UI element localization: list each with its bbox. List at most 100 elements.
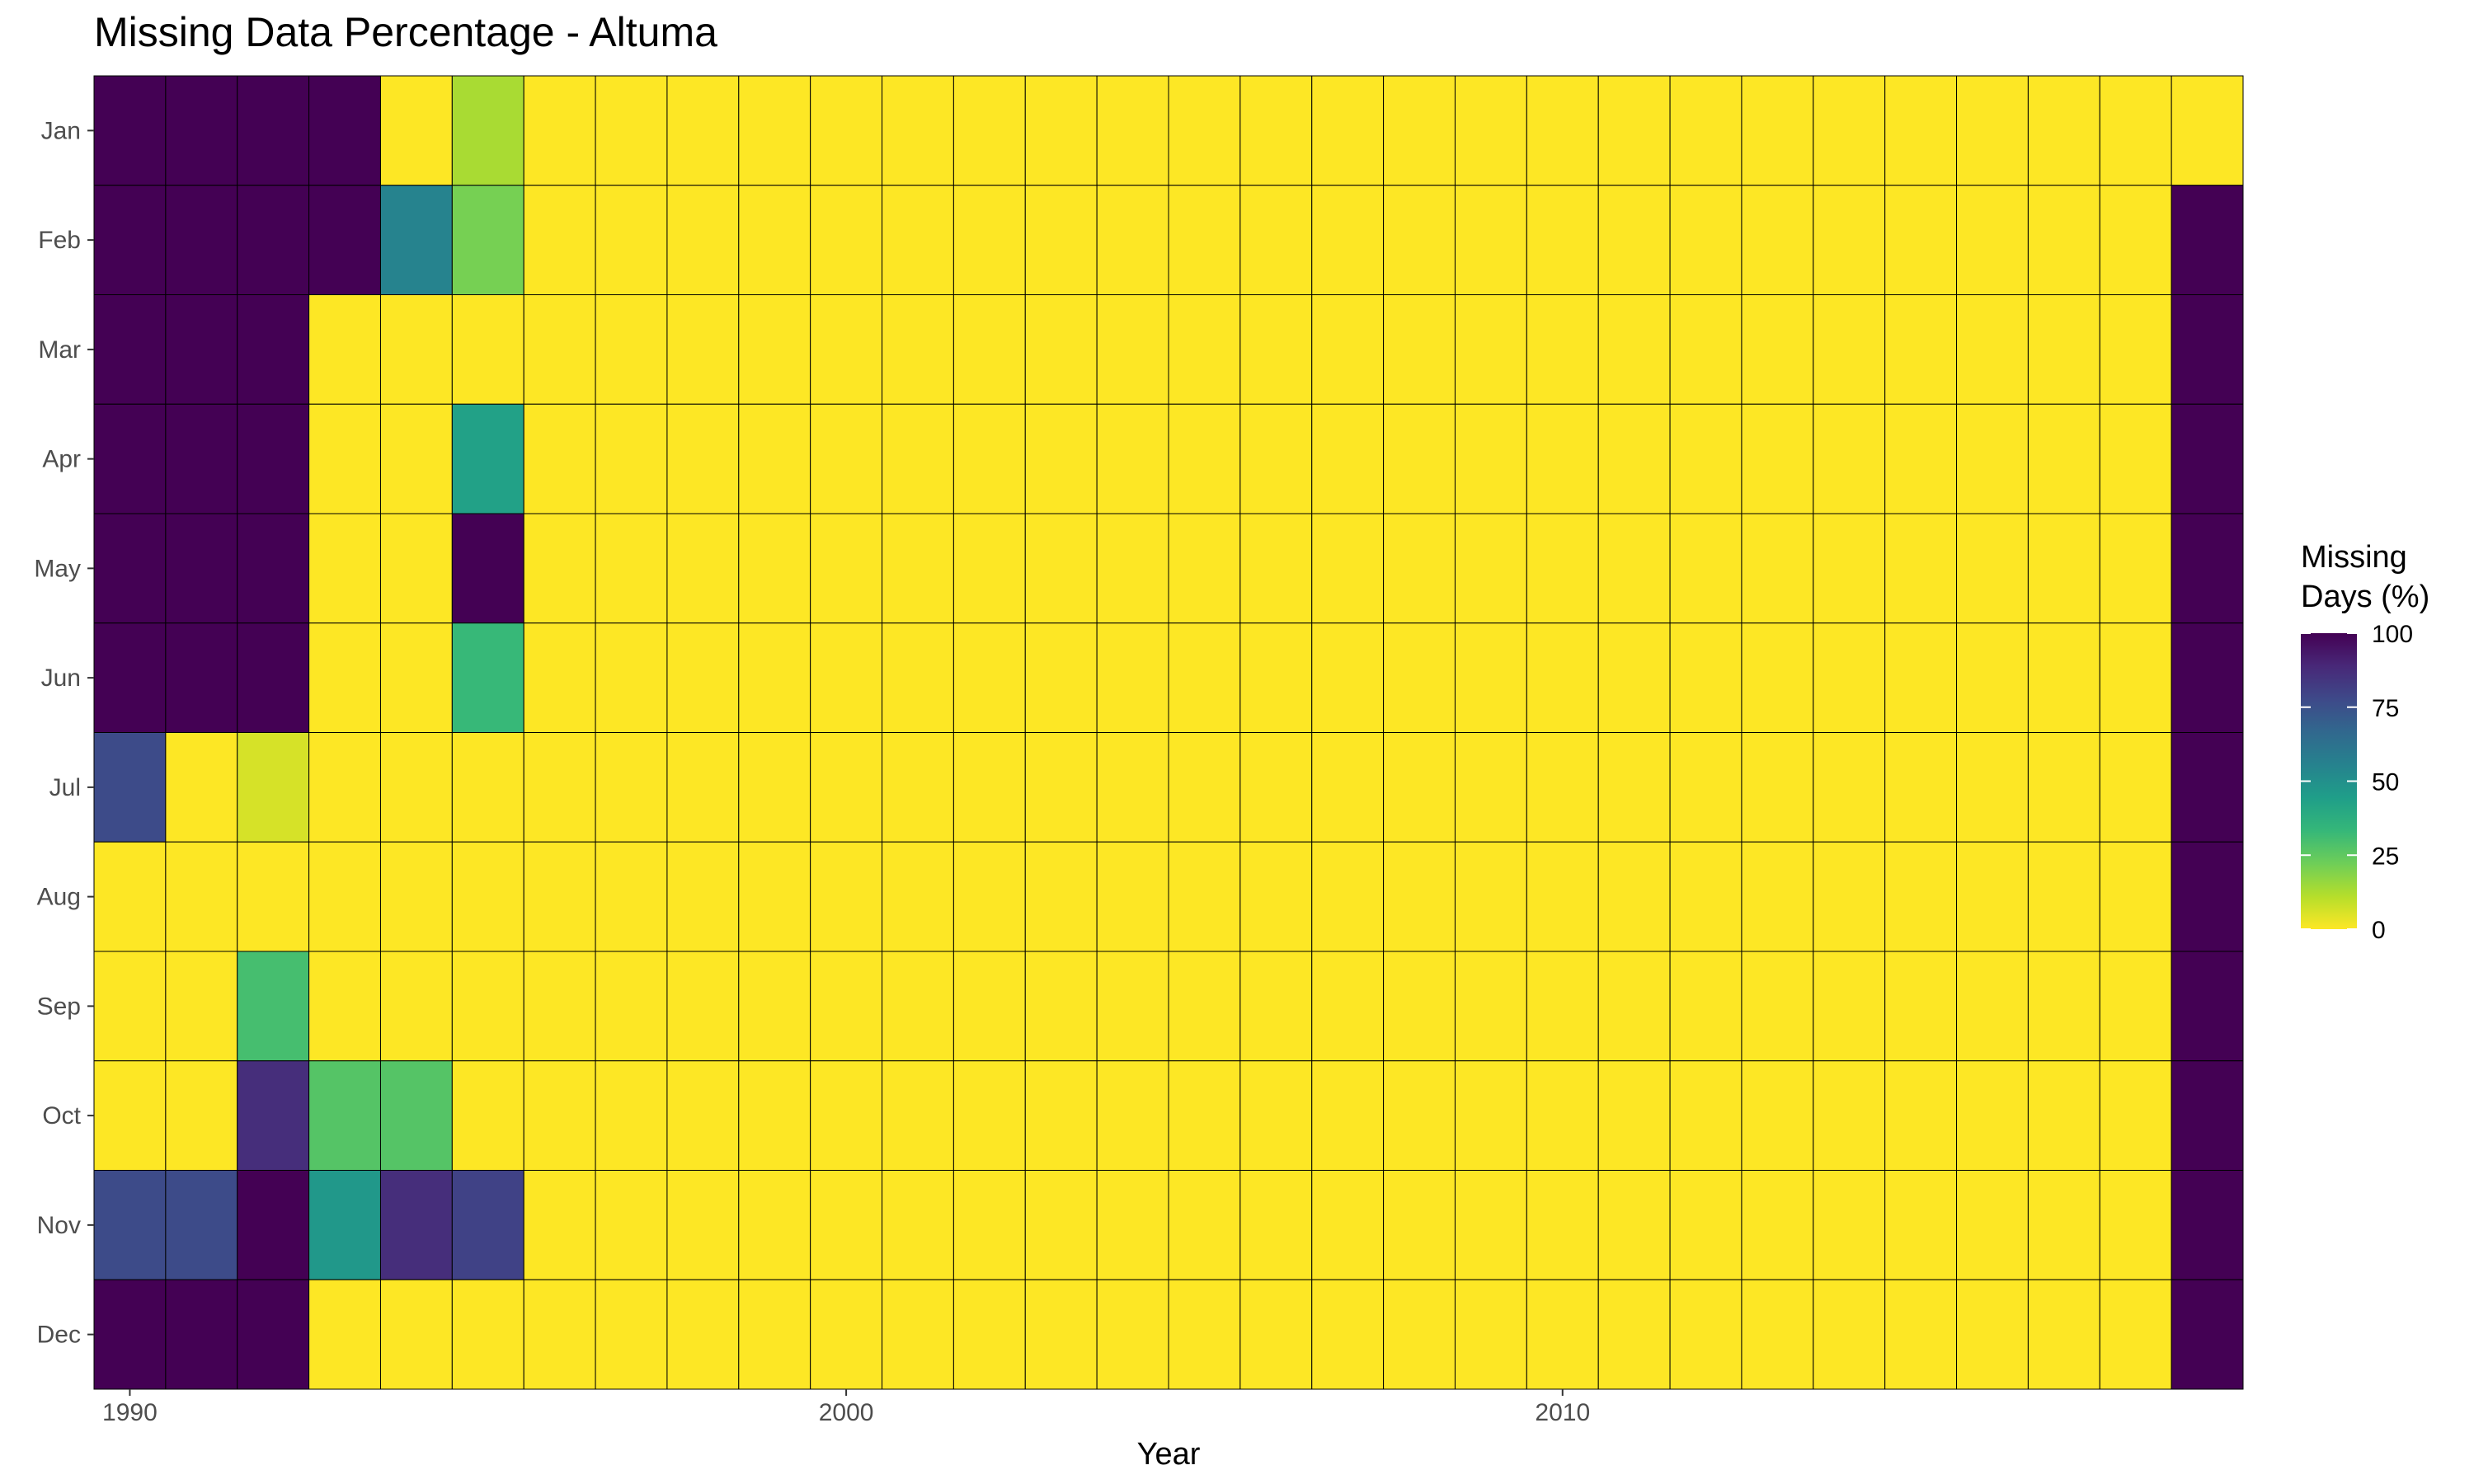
- heatmap-cell: [666, 294, 740, 405]
- heatmap-cell: [2099, 513, 2172, 624]
- heatmap-cell: [1956, 622, 2029, 733]
- heatmap-cell: [1813, 841, 1886, 952]
- heatmap-cell: [1168, 841, 1241, 952]
- heatmap-cell: [1669, 294, 1743, 405]
- heatmap-cell: [1168, 1279, 1241, 1390]
- heatmap-cell: [1096, 185, 1169, 295]
- heatmap-cell: [237, 1170, 310, 1280]
- heatmap-cell: [2171, 513, 2244, 624]
- heatmap-cell: [595, 294, 668, 405]
- heatmap-cell: [952, 403, 1026, 514]
- heatmap-cell: [738, 75, 811, 186]
- heatmap-cell: [1454, 513, 1527, 624]
- heatmap-cell: [810, 732, 883, 843]
- heatmap-cell: [1669, 185, 1743, 295]
- heatmap-cell: [523, 403, 596, 514]
- heatmap-cell: [1239, 185, 1313, 295]
- heatmap-cell: [523, 732, 596, 843]
- heatmap-cell: [1956, 403, 2029, 514]
- heatmap-cell: [810, 403, 883, 514]
- heatmap-cell: [1956, 1170, 2029, 1280]
- heatmap-cell: [738, 1170, 811, 1280]
- heatmap-cell: [595, 951, 668, 1062]
- heatmap-cell: [1884, 513, 1958, 624]
- heatmap-cell: [1741, 185, 1814, 295]
- heatmap-cell: [523, 294, 596, 405]
- heatmap-cell: [523, 1279, 596, 1390]
- heatmap-cell: [595, 1279, 668, 1390]
- heatmap-cell: [952, 951, 1026, 1062]
- heatmap-cell: [93, 1170, 167, 1280]
- heatmap-cell: [1884, 622, 1958, 733]
- heatmap-cell: [1383, 841, 1456, 952]
- heatmap-cell: [93, 1279, 167, 1390]
- heatmap-cell: [1239, 951, 1313, 1062]
- x-tick-label: 1990: [102, 1399, 158, 1426]
- heatmap-cell: [237, 513, 310, 624]
- heatmap-cell: [738, 294, 811, 405]
- heatmap-cell: [451, 732, 524, 843]
- heatmap-cell: [1239, 1170, 1313, 1280]
- heatmap-cell: [952, 732, 1026, 843]
- heatmap-cell: [2099, 1060, 2172, 1171]
- heatmap-cell: [379, 1170, 453, 1280]
- heatmap-cell: [1956, 75, 2029, 186]
- heatmap-cell: [738, 185, 811, 295]
- heatmap-cell: [379, 1279, 453, 1390]
- heatmap-cell: [1096, 951, 1169, 1062]
- heatmap-cell: [93, 403, 167, 514]
- heatmap-cell: [1884, 403, 1958, 514]
- heatmap-cell: [1669, 403, 1743, 514]
- heatmap-cell: [738, 403, 811, 514]
- heatmap-cell: [2027, 185, 2100, 295]
- heatmap-cell: [1096, 1279, 1169, 1390]
- heatmap-cell: [1454, 841, 1527, 952]
- heatmap-cell: [1239, 75, 1313, 186]
- heatmap-cell: [2099, 185, 2172, 295]
- heatmap-cell: [738, 841, 811, 952]
- heatmap-cell: [1239, 403, 1313, 514]
- heatmap-cell: [882, 1170, 954, 1280]
- heatmap-cell: [810, 622, 883, 733]
- heatmap-cell: [165, 513, 238, 624]
- heatmap-cell: [1239, 732, 1313, 843]
- heatmap-cell: [379, 75, 453, 186]
- heatmap-cell: [1096, 732, 1169, 843]
- heatmap-cell: [2171, 403, 2244, 514]
- heatmap-cell: [451, 951, 524, 1062]
- heatmap-cell: [1311, 1060, 1385, 1171]
- heatmap-cell: [1526, 513, 1599, 624]
- heatmap-cell: [451, 622, 524, 733]
- heatmap-cell: [379, 622, 453, 733]
- heatmap-cell: [1383, 1170, 1456, 1280]
- heatmap-cell: [2027, 513, 2100, 624]
- heatmap-cell: [237, 185, 310, 295]
- heatmap-cell: [2099, 75, 2172, 186]
- heatmap-cell: [451, 185, 524, 295]
- heatmap-cell: [308, 622, 381, 733]
- y-tick-label: Mar: [38, 336, 81, 364]
- heatmap-cell: [1096, 75, 1169, 186]
- heatmap-cell: [595, 841, 668, 952]
- heatmap-cell: [451, 294, 524, 405]
- heatmap-cell: [1168, 403, 1241, 514]
- y-tick-label: Feb: [38, 227, 81, 254]
- x-tick-label: 2000: [819, 1399, 874, 1426]
- heatmap-cell: [237, 732, 310, 843]
- heatmap-cell: [666, 75, 740, 186]
- heatmap-cell: [1239, 513, 1313, 624]
- heatmap-cell: [1454, 951, 1527, 1062]
- heatmap-cell: [1311, 294, 1385, 405]
- heatmap-cell: [2171, 622, 2244, 733]
- heatmap-cell: [1168, 622, 1241, 733]
- heatmap-cell: [1669, 513, 1743, 624]
- heatmap-cell: [1526, 841, 1599, 952]
- heatmap-cell: [595, 622, 668, 733]
- heatmap-cell: [165, 185, 238, 295]
- legend-ticks: 100 75 50 25 0: [2301, 621, 2413, 944]
- legend-title-line-2: Days (%): [2301, 580, 2429, 614]
- heatmap-cell: [882, 732, 954, 843]
- heatmap-cell: [1024, 403, 1098, 514]
- heatmap-cell: [1597, 951, 1671, 1062]
- heatmap-cell: [2027, 1279, 2100, 1390]
